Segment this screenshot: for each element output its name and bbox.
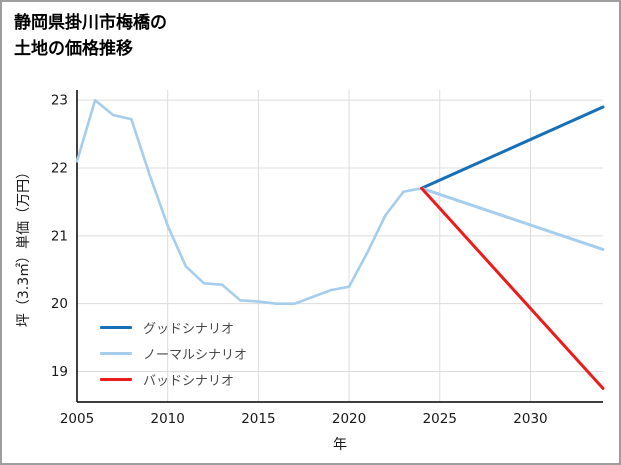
x-tick-label: 2010 <box>151 411 185 427</box>
y-tick-label: 21 <box>51 228 68 244</box>
legend-swatch-good-scenario <box>100 325 132 329</box>
series-line-バッドシナリオ <box>420 186 605 390</box>
legend-label-good-scenario: グッドシナリオ <box>143 321 235 337</box>
x-axis-title: 年 <box>333 437 347 453</box>
x-tick-label: 2030 <box>513 411 547 427</box>
x-tick-label: 2020 <box>332 411 366 427</box>
legend-label-bad-scenario: バッドシナリオ <box>143 373 235 389</box>
y-axis-title: 坪（3.3㎡）単価（万円） <box>16 165 32 327</box>
y-tick-label: 22 <box>51 161 68 177</box>
page-title-line1: 静岡県掛川市梅橋の <box>14 13 167 33</box>
series-line-ノーマルシナリオ <box>420 186 605 251</box>
x-tick-label: 2015 <box>241 411 275 427</box>
legend-item-normal-scenario: ノーマルシナリオ <box>100 340 247 366</box>
y-tick-label: 20 <box>51 296 68 312</box>
series-line-グッドシナリオ <box>420 105 605 190</box>
y-tick-label: 19 <box>51 364 68 380</box>
series-line-historical <box>75 98 423 306</box>
legend-swatch-normal-scenario <box>100 351 132 355</box>
legend: グッドシナリオ ノーマルシナリオ バッドシナリオ <box>100 314 247 392</box>
page-title: 静岡県掛川市梅橋の 土地の価格推移 <box>14 11 167 62</box>
page-title-line2: 土地の価格推移 <box>14 38 133 59</box>
legend-label-normal-scenario: ノーマルシナリオ <box>143 347 248 363</box>
x-tick-label: 2025 <box>423 411 457 427</box>
legend-item-good-scenario: グッドシナリオ <box>100 314 247 340</box>
legend-item-bad-scenario: バッドシナリオ <box>100 366 247 392</box>
y-tick-label: 23 <box>51 93 68 109</box>
legend-swatch-bad-scenario <box>100 377 132 381</box>
x-tick-label: 2005 <box>60 411 94 427</box>
